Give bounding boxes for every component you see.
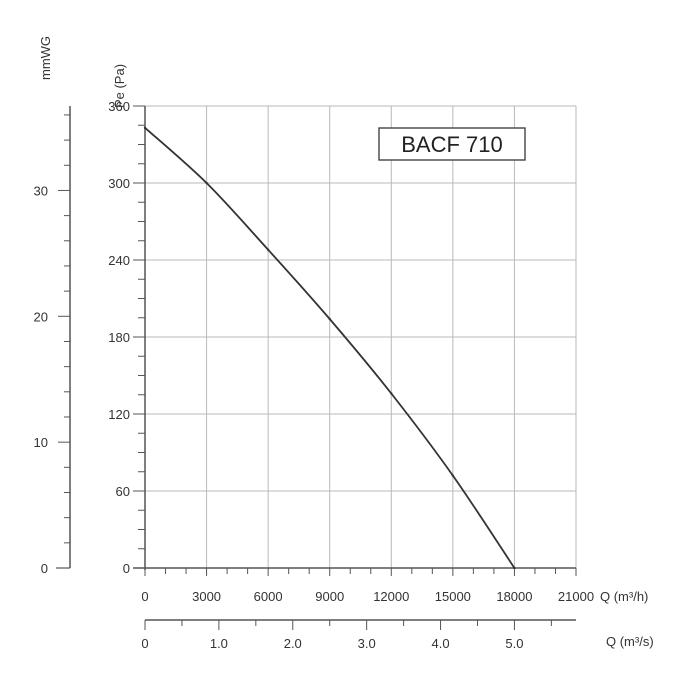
x-tick-label: 0 — [141, 589, 148, 604]
y-tick-label: 180 — [108, 330, 130, 345]
y-tick-label: 120 — [108, 407, 130, 422]
y-tick-label: 300 — [108, 176, 130, 191]
data-point — [143, 126, 147, 130]
secondary-x-tick-label: 3.0 — [358, 636, 376, 651]
secondary-x-tick-label: 5.0 — [505, 636, 523, 651]
x-tick-label: 12000 — [373, 589, 409, 604]
secondary-x-tick-label: 0 — [141, 636, 148, 651]
x-axis-title: Q (m³/h) — [600, 589, 648, 604]
model-label-frame — [378, 127, 526, 161]
model-label-box: BACF 710 — [378, 127, 526, 161]
y-tick-label: 60 — [116, 484, 130, 499]
data-point — [266, 248, 270, 251]
x-tick-label: 18000 — [496, 589, 532, 604]
y-tick-label: 240 — [108, 253, 130, 268]
x-tick-label: 6000 — [254, 589, 283, 604]
y-tick-label: 0 — [123, 561, 130, 576]
axes — [56, 105, 577, 630]
secondary-x-tick-label: 2.0 — [284, 636, 302, 651]
grid — [144, 105, 577, 569]
chart-title: BACF 710 — [401, 132, 503, 157]
tick-labels: 0 3000 6000 9000 12000 15000 18000 210000601201… — [34, 99, 595, 651]
series — [143, 126, 516, 570]
x-tick-label: 21000 — [558, 589, 594, 604]
x-tick-label: 3000 — [192, 589, 221, 604]
secondary-x-axis-title: Q (m³/s) — [606, 634, 654, 649]
data-point — [513, 566, 516, 570]
y-axis-title: Pe (Pa) — [112, 64, 127, 108]
x-tick-label: 9000 — [315, 589, 344, 604]
secondary-y-tick-label: 20 — [34, 309, 48, 324]
secondary-y-axis-title: mmWG — [38, 36, 53, 80]
secondary-x-tick-label: 4.0 — [432, 636, 450, 651]
secondary-y-tick-label: 30 — [34, 183, 48, 198]
secondary-y-tick-label: 0 — [41, 561, 48, 576]
secondary-y-tick-label: 10 — [34, 435, 48, 450]
data-point — [328, 317, 331, 321]
data-point — [390, 392, 393, 395]
secondary-x-tick-label: 1.0 — [210, 636, 228, 651]
y-tick-label: 360 — [108, 99, 130, 114]
data-point — [451, 474, 455, 477]
data-point — [205, 181, 208, 185]
x-tick-label: 15000 — [435, 589, 471, 604]
